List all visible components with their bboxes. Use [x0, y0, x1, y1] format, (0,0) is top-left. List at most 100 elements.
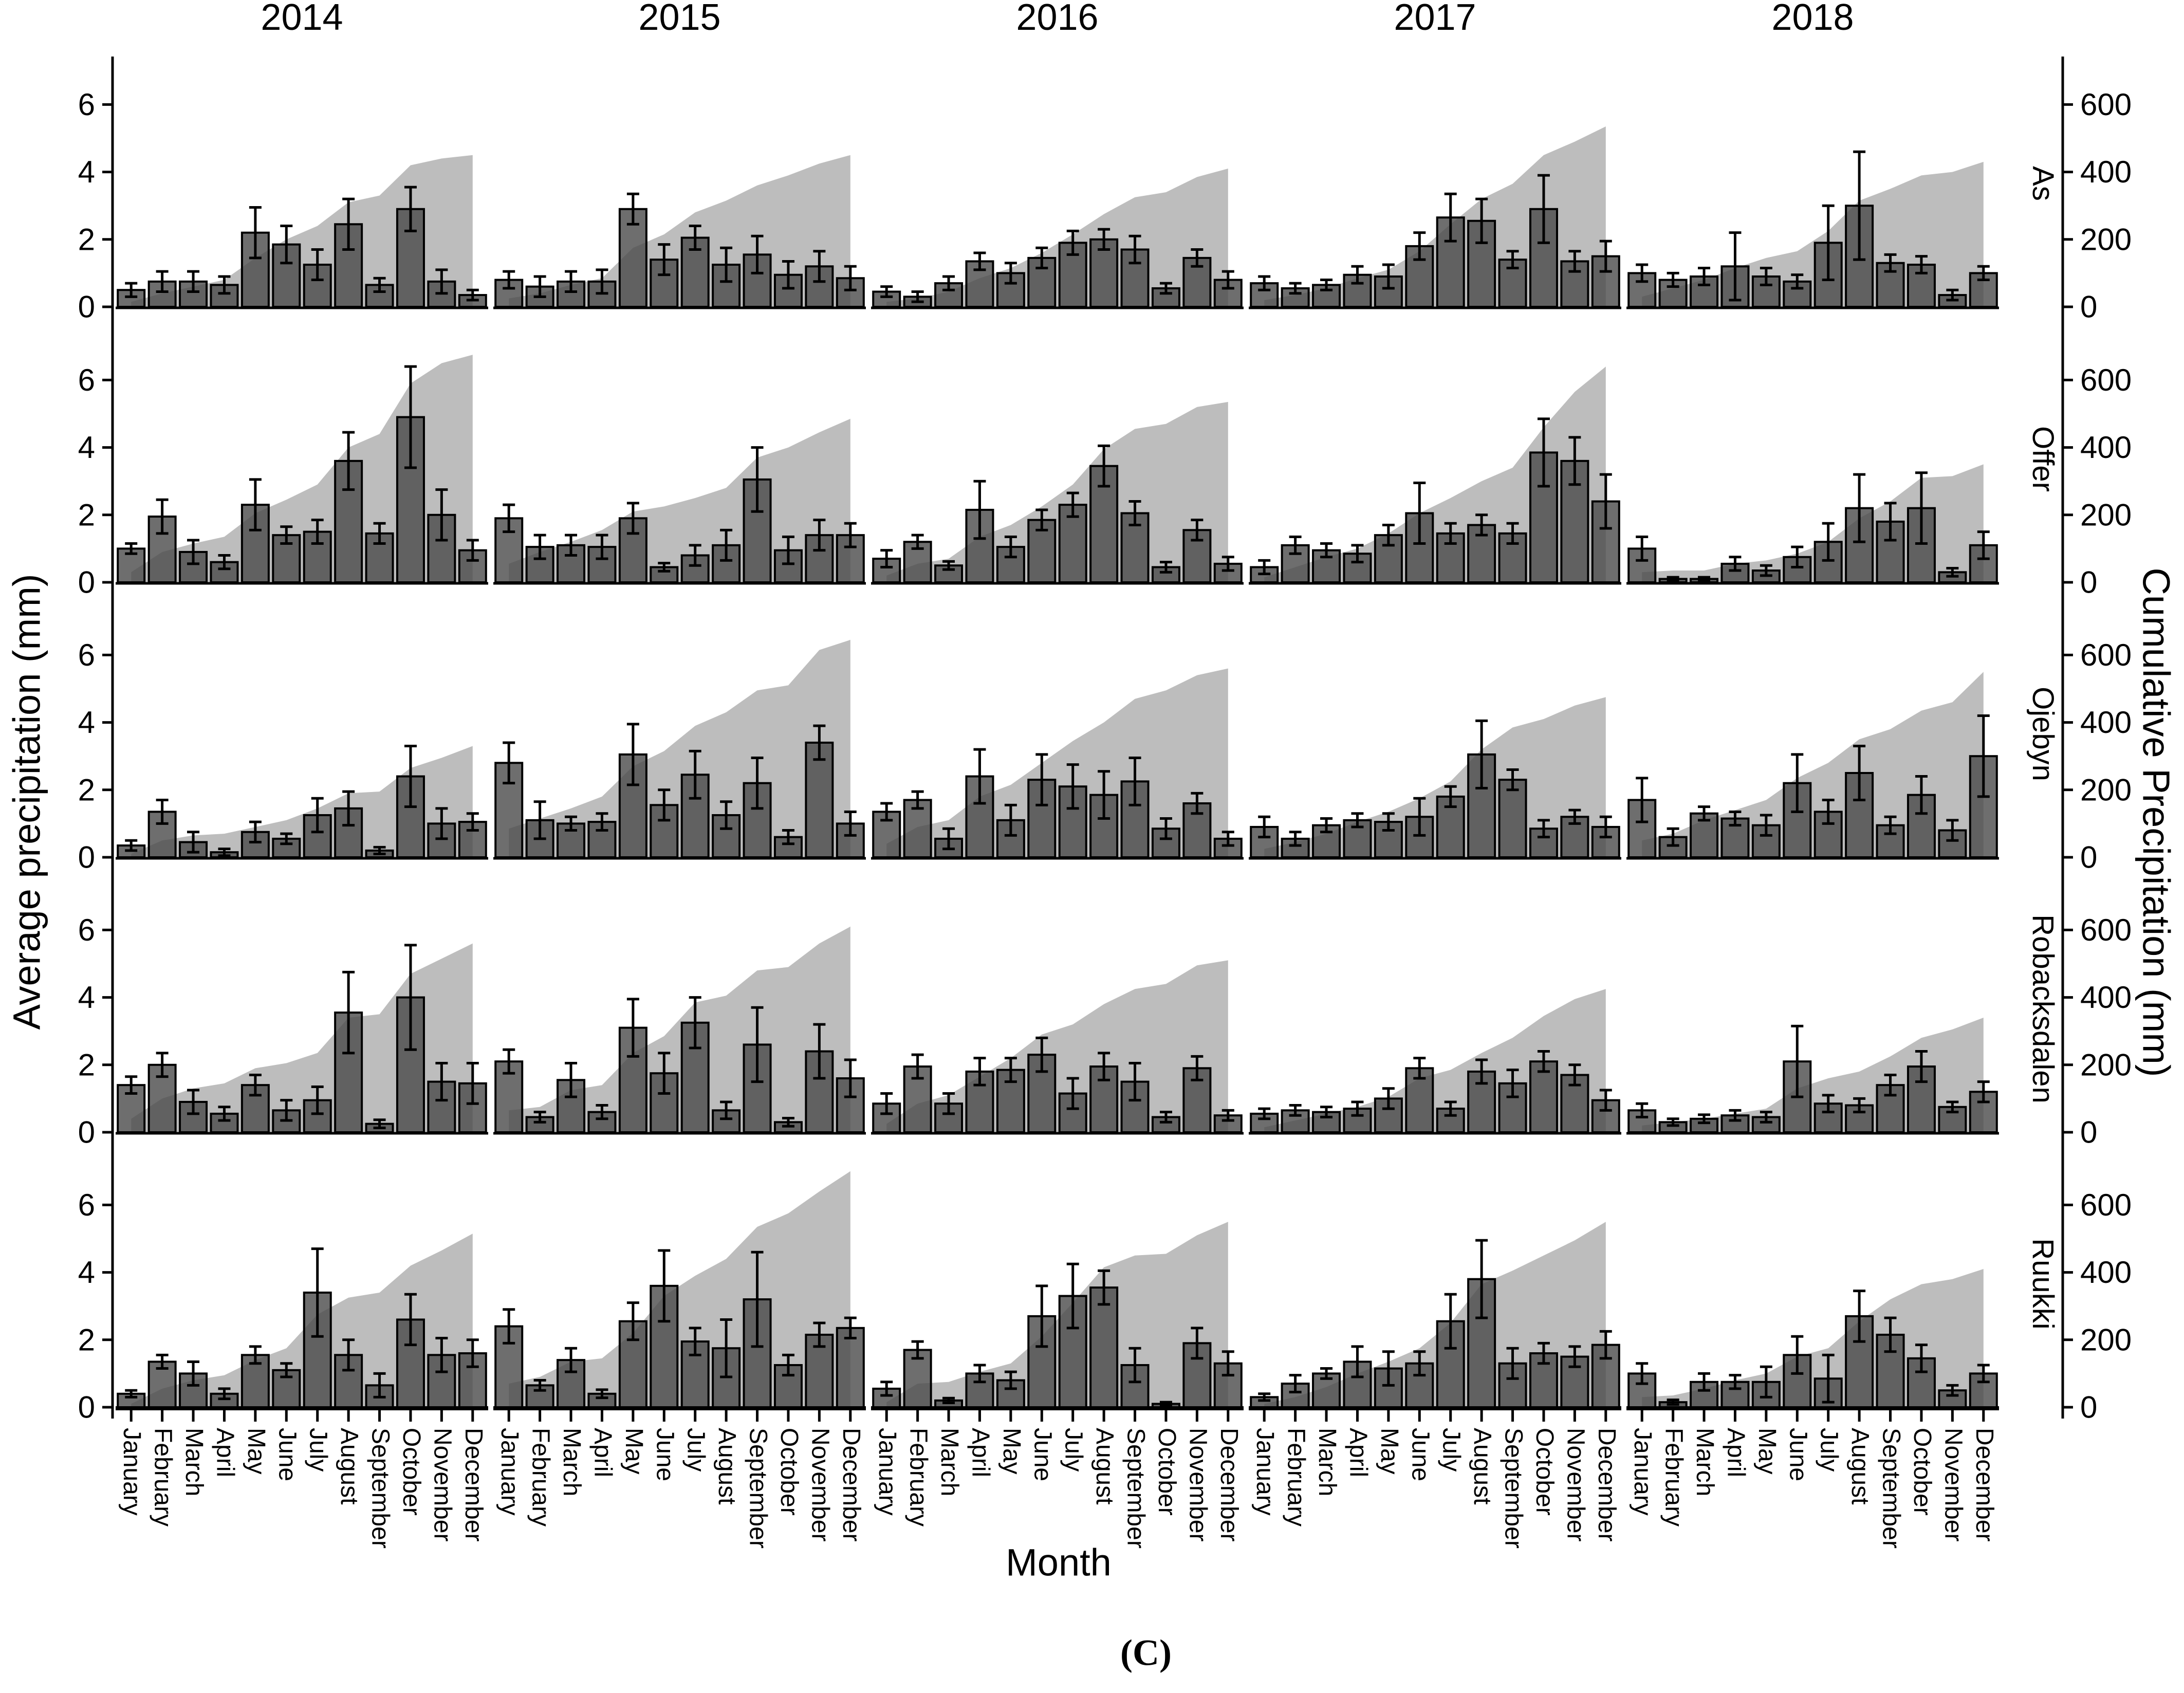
- month-label-September: September: [1500, 1428, 1527, 1549]
- month-label-February: February: [527, 1428, 554, 1526]
- year-title-2014: 2014: [261, 0, 343, 38]
- site-strip-label-Ruukki: Ruukki: [2026, 1238, 2060, 1329]
- bar-January: [1627, 547, 1657, 584]
- panel-As-2015: [493, 155, 866, 309]
- x-axis-title: Month: [1006, 1541, 1112, 1584]
- panel-Robacksdalen-2018: [1626, 1018, 1999, 1135]
- month-label-December: December: [460, 1428, 487, 1541]
- cumulative-area: [131, 155, 473, 307]
- month-label-August: August: [1469, 1428, 1496, 1504]
- month-label-July: July: [1816, 1428, 1843, 1471]
- month-label-February: February: [1660, 1428, 1688, 1526]
- left-tick-label: 2: [78, 498, 95, 532]
- cumulative-area: [1642, 672, 1984, 857]
- month-label-September: September: [367, 1428, 394, 1549]
- right-tick-label: 0: [2080, 565, 2097, 600]
- right-axis-title: Cumulative Precipitation (mm): [2135, 567, 2178, 1077]
- panel-Ojebyn-2015: [493, 639, 866, 860]
- month-label-December: December: [1593, 1428, 1620, 1541]
- month-label-November: November: [429, 1428, 456, 1541]
- panel-As-2016: [871, 169, 1244, 309]
- right-tick-label: 600: [2080, 1188, 2132, 1222]
- month-label-March: March: [936, 1428, 963, 1496]
- month-label-January: January: [496, 1428, 523, 1516]
- right-tick-label: 200: [2080, 1322, 2132, 1357]
- right-tick-label: 0: [2080, 840, 2097, 875]
- panel-Ojebyn-2018: [1626, 672, 1999, 860]
- month-label-November: November: [1939, 1428, 1967, 1541]
- panel-Ojebyn-2014: [116, 745, 488, 860]
- left-tick-label: 2: [78, 1047, 95, 1082]
- month-label-April: April: [1722, 1428, 1749, 1477]
- panel-Offer-2016: [871, 402, 1244, 585]
- month-label-September: September: [1122, 1428, 1150, 1549]
- panel-Robacksdalen-2017: [1249, 989, 1621, 1135]
- month-label-June: June: [1406, 1428, 1434, 1481]
- left-tick-label: 2: [78, 1322, 95, 1357]
- bar-March: [934, 1102, 964, 1133]
- month-label-June: June: [651, 1428, 678, 1481]
- month-label-December: December: [1215, 1428, 1243, 1541]
- month-label-January: January: [874, 1428, 901, 1516]
- right-tick-label: 400: [2080, 430, 2132, 465]
- site-strip-label-As: As: [2026, 166, 2060, 201]
- panel-Ruukki-2018: [1626, 1269, 1999, 1410]
- bar-August: [1089, 1286, 1119, 1409]
- panel-Offer-2017: [1249, 366, 1621, 585]
- left-tick-label: 4: [78, 980, 95, 1015]
- right-tick-label: 0: [2080, 1115, 2097, 1150]
- left-tick-label: 4: [78, 1255, 95, 1290]
- right-tick-label: 600: [2080, 638, 2132, 672]
- month-label-August: August: [336, 1428, 363, 1504]
- month-label-July: July: [682, 1428, 710, 1471]
- bar-October: [396, 416, 425, 583]
- panel-As-2014: [116, 155, 488, 309]
- month-label-May: May: [1753, 1428, 1781, 1475]
- left-tick-label: 0: [78, 290, 95, 324]
- bar-April: [210, 1112, 239, 1133]
- month-label-October: October: [775, 1428, 803, 1516]
- bar-July: [1058, 1092, 1087, 1134]
- panel-Offer-2014: [116, 355, 488, 585]
- bar-December: [836, 1327, 865, 1409]
- panel-Ojebyn-2017: [1249, 697, 1621, 860]
- month-label-March: March: [558, 1428, 585, 1496]
- month-label-October: October: [1153, 1428, 1180, 1516]
- left-tick-label: 4: [78, 430, 95, 465]
- month-label-November: November: [1184, 1428, 1211, 1541]
- cumulative-area: [131, 1234, 473, 1407]
- month-label-May: May: [243, 1428, 270, 1475]
- figure-caption: (C): [1120, 1632, 1172, 1673]
- right-tick-label: 400: [2080, 705, 2132, 740]
- left-tick-label: 6: [78, 913, 95, 947]
- bar-December: [1213, 562, 1243, 584]
- month-label-July: July: [1438, 1428, 1465, 1471]
- left-tick-label: 2: [78, 222, 95, 256]
- panel-Ruukki-2016: [871, 1222, 1244, 1410]
- month-label-April: April: [211, 1428, 238, 1477]
- right-tick-label: 600: [2080, 913, 2132, 947]
- site-strip-label-Offer: Offer: [2026, 426, 2060, 492]
- month-label-December: December: [838, 1428, 865, 1541]
- month-label-February: February: [1283, 1428, 1310, 1526]
- month-label-December: December: [1971, 1428, 1998, 1541]
- year-title-2016: 2016: [1016, 0, 1098, 38]
- month-label-June: June: [1784, 1428, 1811, 1481]
- right-tick-label: 200: [2080, 222, 2132, 256]
- panel-Robacksdalen-2014: [116, 943, 488, 1135]
- month-label-May: May: [998, 1428, 1025, 1475]
- left-tick-label: 0: [78, 840, 95, 875]
- bar-October: [773, 1364, 803, 1408]
- panel-Ruukki-2015: [493, 1171, 866, 1410]
- month-label-May: May: [1376, 1428, 1403, 1475]
- month-label-August: August: [1091, 1428, 1118, 1504]
- month-label-September: September: [745, 1428, 772, 1549]
- month-label-August: August: [1846, 1428, 1874, 1504]
- month-label-November: November: [1562, 1428, 1589, 1541]
- right-tick-label: 200: [2080, 772, 2132, 807]
- panel-Robacksdalen-2016: [871, 960, 1244, 1135]
- month-label-October: October: [1909, 1428, 1936, 1516]
- site-strip-label-Robacksdalen: Robacksdalen: [2026, 914, 2060, 1103]
